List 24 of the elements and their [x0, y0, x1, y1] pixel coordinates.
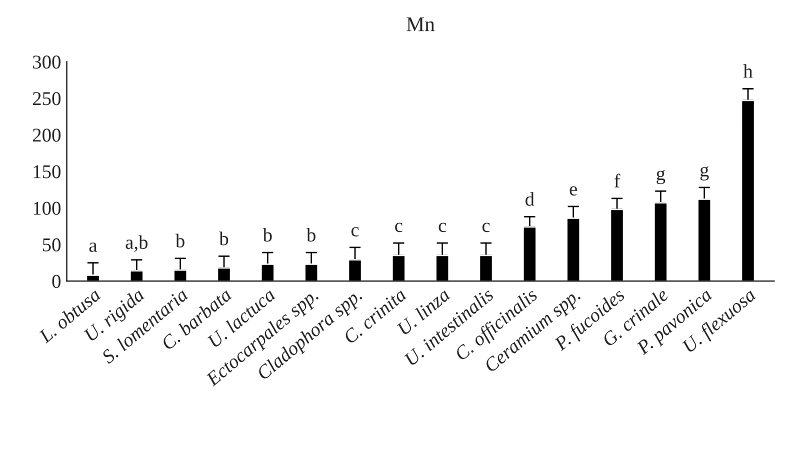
y-tick-label: 300 [33, 56, 61, 69]
y-tick-label: 150 [34, 165, 61, 178]
annotation: b [306, 228, 316, 242]
chart-title: Mn [406, 17, 435, 32]
y-tick-label: 0 [52, 274, 61, 288]
annotation: c [351, 227, 359, 237]
annotation: a,b [126, 235, 148, 252]
annotation: b [262, 228, 272, 242]
y-tick-label: 100 [34, 202, 61, 215]
annotation: c [395, 222, 402, 232]
annotation: g [656, 170, 666, 184]
y-tick-label: 50 [42, 238, 61, 252]
annotation: a [89, 242, 98, 252]
annotation: f [614, 174, 620, 188]
annotation: d [526, 192, 534, 206]
annotation: h [743, 64, 753, 78]
annotation: e [570, 186, 577, 196]
y-tick-label: 200 [32, 128, 61, 142]
annotation: b [175, 234, 184, 248]
annotation: b [219, 232, 228, 246]
y-tick-label: 250 [32, 92, 61, 106]
annotation: c [438, 222, 446, 232]
annotation: g [700, 166, 709, 181]
annotation: c [482, 222, 490, 232]
